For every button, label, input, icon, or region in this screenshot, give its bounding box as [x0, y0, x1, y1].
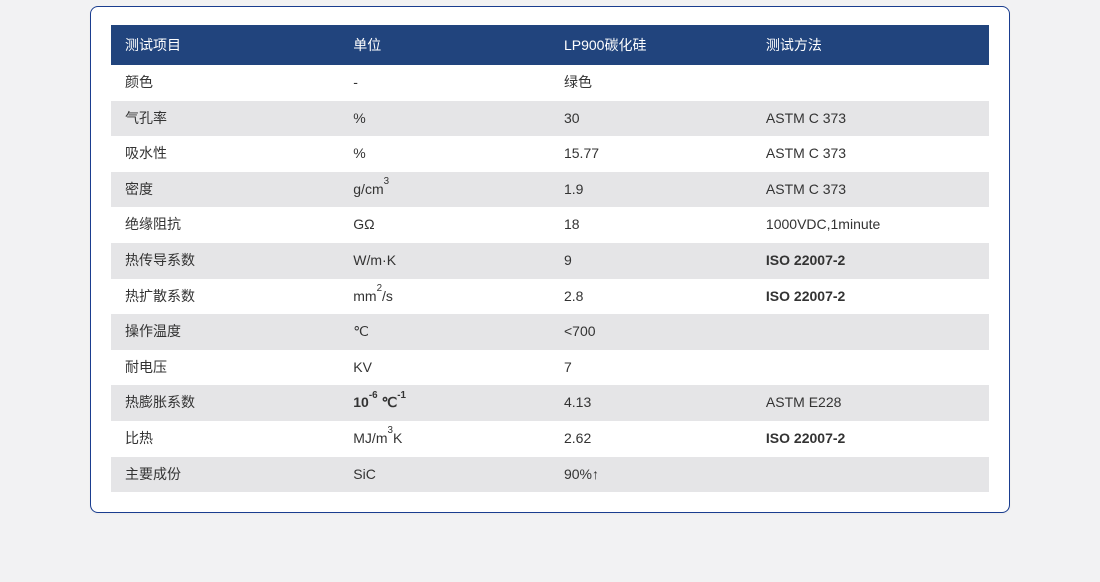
table-row: 操作温度℃<700: [111, 314, 989, 350]
cell-item: 绝缘阻抗: [111, 207, 339, 243]
cell-item: 热扩散系数: [111, 279, 339, 315]
cell-unit: mm2/s: [339, 279, 550, 315]
cell-unit: g/cm3: [339, 172, 550, 208]
cell-method: ISO 22007-2: [752, 279, 989, 315]
cell-value: 15.77: [550, 136, 752, 172]
cell-item: 热传导系数: [111, 243, 339, 279]
cell-value: 2.62: [550, 421, 752, 457]
table-row: 颜色-绿色: [111, 65, 989, 101]
col-header-unit: 单位: [339, 25, 550, 65]
cell-unit: %: [339, 101, 550, 137]
cell-method: [752, 314, 989, 350]
cell-unit: W/m·K: [339, 243, 550, 279]
cell-value: 18: [550, 207, 752, 243]
cell-value: 2.8: [550, 279, 752, 315]
cell-method: ISO 22007-2: [752, 421, 989, 457]
header-row: 测试项目 单位 LP900碳化硅 测试方法: [111, 25, 989, 65]
table-row: 比热MJ/m3K2.62ISO 22007-2: [111, 421, 989, 457]
cell-method: ASTM C 373: [752, 172, 989, 208]
table-body: 颜色-绿色气孔率%30ASTM C 373吸水性%15.77ASTM C 373…: [111, 65, 989, 492]
cell-item: 气孔率: [111, 101, 339, 137]
cell-value: 绿色: [550, 65, 752, 101]
table-row: 耐电压KV7: [111, 350, 989, 386]
cell-item: 吸水性: [111, 136, 339, 172]
cell-unit: GΩ: [339, 207, 550, 243]
cell-value: 9: [550, 243, 752, 279]
cell-method: [752, 65, 989, 101]
table-row: 热传导系数W/m·K9ISO 22007-2: [111, 243, 989, 279]
table-row: 热膨胀系数10-6 ℃-14.13ASTM E228: [111, 385, 989, 421]
cell-item: 颜色: [111, 65, 339, 101]
cell-item: 主要成份: [111, 457, 339, 493]
cell-unit: SiC: [339, 457, 550, 493]
cell-method: ASTM C 373: [752, 136, 989, 172]
cell-unit: -: [339, 65, 550, 101]
cell-value: 90%↑: [550, 457, 752, 493]
cell-method: ASTM C 373: [752, 101, 989, 137]
table-row: 吸水性%15.77ASTM C 373: [111, 136, 989, 172]
table-row: 密度g/cm31.9ASTM C 373: [111, 172, 989, 208]
cell-method: ISO 22007-2: [752, 243, 989, 279]
table-row: 热扩散系数mm2/s2.8ISO 22007-2: [111, 279, 989, 315]
cell-unit: MJ/m3K: [339, 421, 550, 457]
spec-table: 测试项目 单位 LP900碳化硅 测试方法 颜色-绿色气孔率%30ASTM C …: [111, 25, 989, 492]
table-row: 绝缘阻抗GΩ181000VDC,1minute: [111, 207, 989, 243]
cell-value: 7: [550, 350, 752, 386]
cell-unit: 10-6 ℃-1: [339, 385, 550, 421]
col-header-method: 测试方法: [752, 25, 989, 65]
cell-unit: %: [339, 136, 550, 172]
cell-item: 热膨胀系数: [111, 385, 339, 421]
col-header-item: 测试项目: [111, 25, 339, 65]
cell-item: 比热: [111, 421, 339, 457]
spec-card: 测试项目 单位 LP900碳化硅 测试方法 颜色-绿色气孔率%30ASTM C …: [90, 6, 1010, 513]
cell-item: 耐电压: [111, 350, 339, 386]
cell-item: 密度: [111, 172, 339, 208]
table-row: 气孔率%30ASTM C 373: [111, 101, 989, 137]
cell-item: 操作温度: [111, 314, 339, 350]
cell-method: ASTM E228: [752, 385, 989, 421]
cell-value: 30: [550, 101, 752, 137]
cell-value: 1.9: [550, 172, 752, 208]
cell-method: 1000VDC,1minute: [752, 207, 989, 243]
cell-method: [752, 457, 989, 493]
cell-unit: ℃: [339, 314, 550, 350]
table-row: 主要成份SiC90%↑: [111, 457, 989, 493]
col-header-value: LP900碳化硅: [550, 25, 752, 65]
cell-value: <700: [550, 314, 752, 350]
cell-method: [752, 350, 989, 386]
cell-unit: KV: [339, 350, 550, 386]
cell-value: 4.13: [550, 385, 752, 421]
